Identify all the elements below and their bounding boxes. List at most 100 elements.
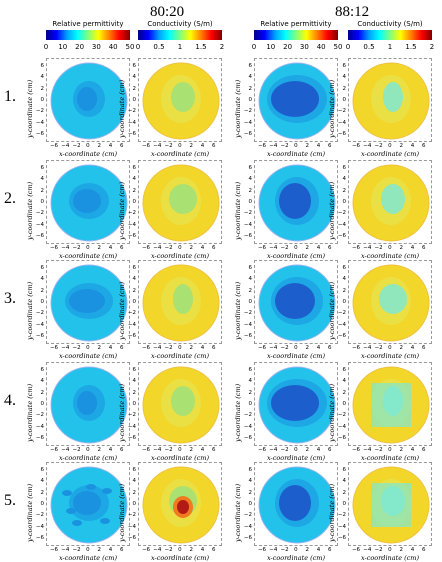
y-tick: −2: [337, 412, 346, 419]
y-tick: −6: [35, 332, 44, 339]
y-tick: 0: [342, 400, 347, 407]
y-tick: 4: [342, 74, 347, 81]
conductivity-map-row2-col4: [348, 160, 432, 244]
contour-map: [50, 264, 128, 342]
colorbar-label-conductivity: Conductivity (S/m): [357, 20, 423, 28]
y-tick-labels: 6 4 2 0 −2 −4 −6: [336, 160, 346, 244]
y-tick: 2: [132, 85, 137, 92]
colorbar-tick: 30: [299, 43, 309, 51]
x-tick: −2: [374, 143, 383, 149]
x-tick: 2: [97, 245, 101, 251]
x-tick: 4: [410, 143, 415, 149]
x-tick: −4: [269, 547, 278, 553]
y-tick-labels: 6 4 2 0 −2 −4 −6: [336, 58, 346, 142]
x-tick-labels: −6 −4 −2 0 2 4 6: [348, 447, 432, 455]
colorbar-tick: 1: [177, 43, 183, 51]
colorbar-tick: 0: [345, 43, 351, 51]
y-tick-labels: 6 4 2 0 −2 −4 −6: [126, 362, 136, 446]
colorbar-ticks-conductivity: 0 0.5 1 1.5 2: [135, 43, 224, 52]
x-tick: 6: [422, 245, 426, 251]
y-tick: −4: [243, 523, 252, 530]
y-tick: −2: [337, 108, 346, 115]
y-tick: 6: [132, 63, 137, 69]
y-tick: 0: [132, 96, 137, 103]
y-tick: −6: [243, 130, 252, 137]
x-tick: 4: [200, 447, 205, 453]
y-tick: 2: [342, 85, 347, 92]
x-tick: −6: [49, 447, 59, 453]
x-tick: −4: [269, 447, 278, 453]
x-tick-labels: −6 −4 −2 0 2 4 6: [348, 143, 432, 151]
y-tick: 0: [248, 96, 253, 103]
y-tick: −4: [35, 321, 44, 328]
conductivity-map-row2-col2: [138, 160, 222, 244]
colorbar-tick: 0.5: [363, 43, 375, 51]
x-tick: 4: [200, 143, 205, 149]
x-tick: −2: [280, 245, 289, 251]
x-tick: 0: [388, 547, 392, 553]
y-tick: 0: [342, 198, 347, 205]
x-tick: 4: [410, 447, 415, 453]
y-tick: −2: [243, 108, 252, 115]
y-tick-labels: 6 4 2 0 −2 −4 −6: [336, 462, 346, 546]
colorbar-conductivity: [138, 30, 222, 40]
x-tick: 2: [305, 447, 309, 453]
y-tick: 4: [132, 478, 137, 485]
x-axis-label: x-coordinate (cm): [58, 554, 118, 562]
x-tick: 6: [120, 143, 124, 149]
x-tick: −4: [363, 447, 372, 453]
colorbar-tick: 0: [135, 43, 141, 51]
y-tick: 0: [40, 198, 45, 205]
x-tick: 6: [212, 447, 216, 453]
y-tick: −2: [127, 210, 136, 217]
x-axis-label: x-coordinate (cm): [150, 454, 210, 462]
row-label-4: 4.: [4, 392, 16, 409]
x-tick: −2: [72, 245, 81, 251]
x-tick: 4: [200, 345, 205, 351]
y-tick: 2: [248, 287, 253, 294]
x-tick: 6: [422, 547, 426, 553]
x-tick: 4: [108, 345, 113, 351]
y-tick-labels: 6 4 2 0 −2 −4 −6: [242, 58, 252, 142]
x-tick: −6: [257, 143, 267, 149]
x-axis-label: x-coordinate (cm): [150, 150, 210, 158]
y-tick: −4: [127, 423, 136, 430]
y-tick: −4: [243, 119, 252, 126]
x-tick: −6: [49, 245, 59, 251]
contour-map: [142, 264, 220, 342]
y-tick: 2: [248, 389, 253, 396]
x-tick: −2: [164, 143, 173, 149]
y-axis-label: y-coordinate (cm): [234, 181, 242, 240]
y-tick: 0: [248, 400, 253, 407]
y-tick: 0: [40, 298, 45, 305]
y-tick: −4: [35, 423, 44, 430]
x-tick: −2: [374, 345, 383, 351]
x-tick: 6: [120, 547, 124, 553]
conductivity-map-row3-col4: [348, 260, 432, 344]
x-tick: −4: [153, 447, 162, 453]
y-tick: −4: [337, 423, 346, 430]
x-tick: −4: [153, 547, 162, 553]
y-tick-labels: 6 4 2 0 −2 −4 −6: [242, 160, 252, 244]
x-tick: −6: [49, 143, 59, 149]
x-tick: −2: [280, 547, 289, 553]
x-tick-labels: −6 −4 −2 0 2 4 6: [138, 345, 222, 353]
x-axis-label: x-coordinate (cm): [58, 252, 118, 260]
x-tick: −6: [49, 547, 59, 553]
contour-map: [258, 466, 336, 544]
permittivity-map-row5-col1: [46, 462, 130, 546]
y-axis-label: y-coordinate (cm): [328, 383, 336, 442]
contour-map: [142, 62, 220, 140]
conductivity-map-row3-col2: [138, 260, 222, 344]
y-tick: 6: [248, 367, 253, 373]
y-tick: −4: [243, 221, 252, 228]
y-tick: 6: [132, 467, 137, 473]
x-tick: −4: [61, 547, 70, 553]
x-tick: −2: [72, 345, 81, 351]
y-tick-labels: 6 4 2 0 −2 −4 −6: [34, 160, 44, 244]
y-tick: −6: [243, 534, 252, 541]
x-tick: −6: [257, 447, 267, 453]
x-tick: 2: [399, 345, 403, 351]
x-tick: 2: [97, 447, 101, 453]
y-tick: −6: [127, 332, 136, 339]
